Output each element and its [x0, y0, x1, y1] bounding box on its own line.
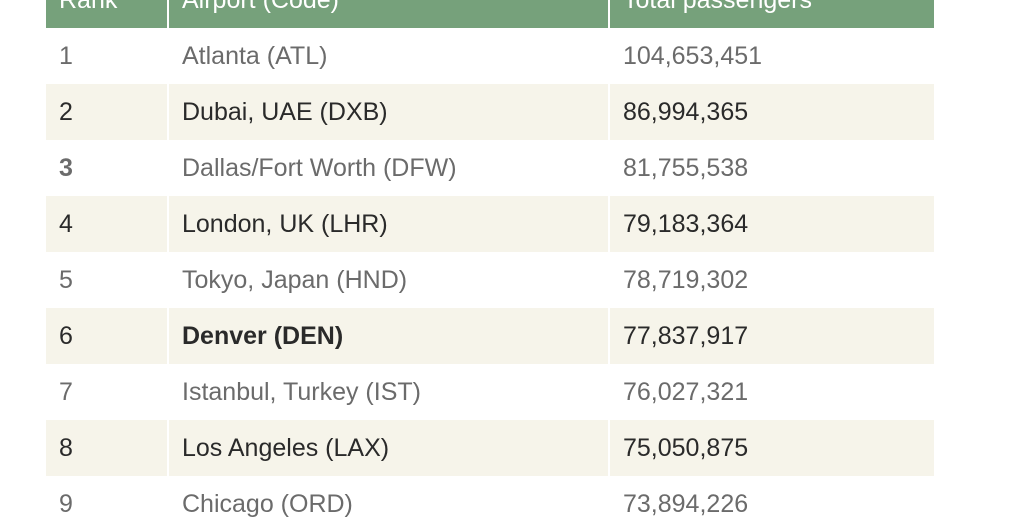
- airport-ranking-table: Rank Airport (Code) Total passengers 1 A…: [46, 0, 934, 532]
- rank-cell: 1: [59, 41, 73, 70]
- table-row: 6 Denver (DEN) 77,837,917: [46, 308, 934, 364]
- rank-cell: 9: [59, 489, 73, 518]
- passengers-cell: 75,050,875: [608, 420, 934, 476]
- table-row: 3 Dallas/Fort Worth (DFW) 81,755,538: [46, 140, 934, 196]
- header-airport[interactable]: Airport (Code): [167, 0, 608, 28]
- passengers-cell: 104,653,451: [608, 28, 934, 84]
- rank-cell: 6: [46, 308, 167, 364]
- passengers-cell: 79,183,364: [608, 196, 934, 252]
- passengers-cell: 86,994,365: [608, 84, 934, 140]
- table-row: 7 Istanbul, Turkey (IST) 76,027,321: [46, 364, 934, 420]
- passengers-cell: 78,719,302: [608, 252, 934, 308]
- airport-cell: Dubai, UAE (DXB): [167, 84, 608, 140]
- table-row: 4 London, UK (LHR) 79,183,364: [46, 196, 934, 252]
- airport-cell: Los Angeles (LAX): [167, 420, 608, 476]
- rank-cell: 3: [59, 153, 73, 182]
- airport-cell: Chicago (ORD): [167, 476, 608, 532]
- passengers-cell: 73,894,226: [608, 476, 934, 532]
- airport-cell: Denver (DEN): [167, 308, 608, 364]
- airport-cell: Atlanta (ATL): [167, 28, 608, 84]
- header-total-passengers[interactable]: Total passengers: [608, 0, 934, 28]
- table-row: 9 Chicago (ORD) 73,894,226: [46, 476, 934, 532]
- header-rank[interactable]: Rank: [46, 0, 167, 28]
- airport-cell: Tokyo, Japan (HND): [167, 252, 608, 308]
- airport-ranking-table-container: Rank Airport (Code) Total passengers 1 A…: [46, 0, 934, 532]
- rank-cell: 4: [46, 196, 167, 252]
- rank-cell: 2: [46, 84, 167, 140]
- passengers-cell: 76,027,321: [608, 364, 934, 420]
- airport-cell: London, UK (LHR): [167, 196, 608, 252]
- airport-cell: Dallas/Fort Worth (DFW): [167, 140, 608, 196]
- passengers-cell: 77,837,917: [608, 308, 934, 364]
- rank-cell: 7: [59, 377, 73, 406]
- table-header-row: Rank Airport (Code) Total passengers: [46, 0, 934, 28]
- airport-cell: Istanbul, Turkey (IST): [167, 364, 608, 420]
- rank-cell: 8: [46, 420, 167, 476]
- rank-cell: 5: [59, 265, 73, 294]
- table-row: 2 Dubai, UAE (DXB) 86,994,365: [46, 84, 934, 140]
- table-row: 8 Los Angeles (LAX) 75,050,875: [46, 420, 934, 476]
- table-row: 5 Tokyo, Japan (HND) 78,719,302: [46, 252, 934, 308]
- passengers-cell: 81,755,538: [608, 140, 934, 196]
- table-row: 1 Atlanta (ATL) 104,653,451: [46, 28, 934, 84]
